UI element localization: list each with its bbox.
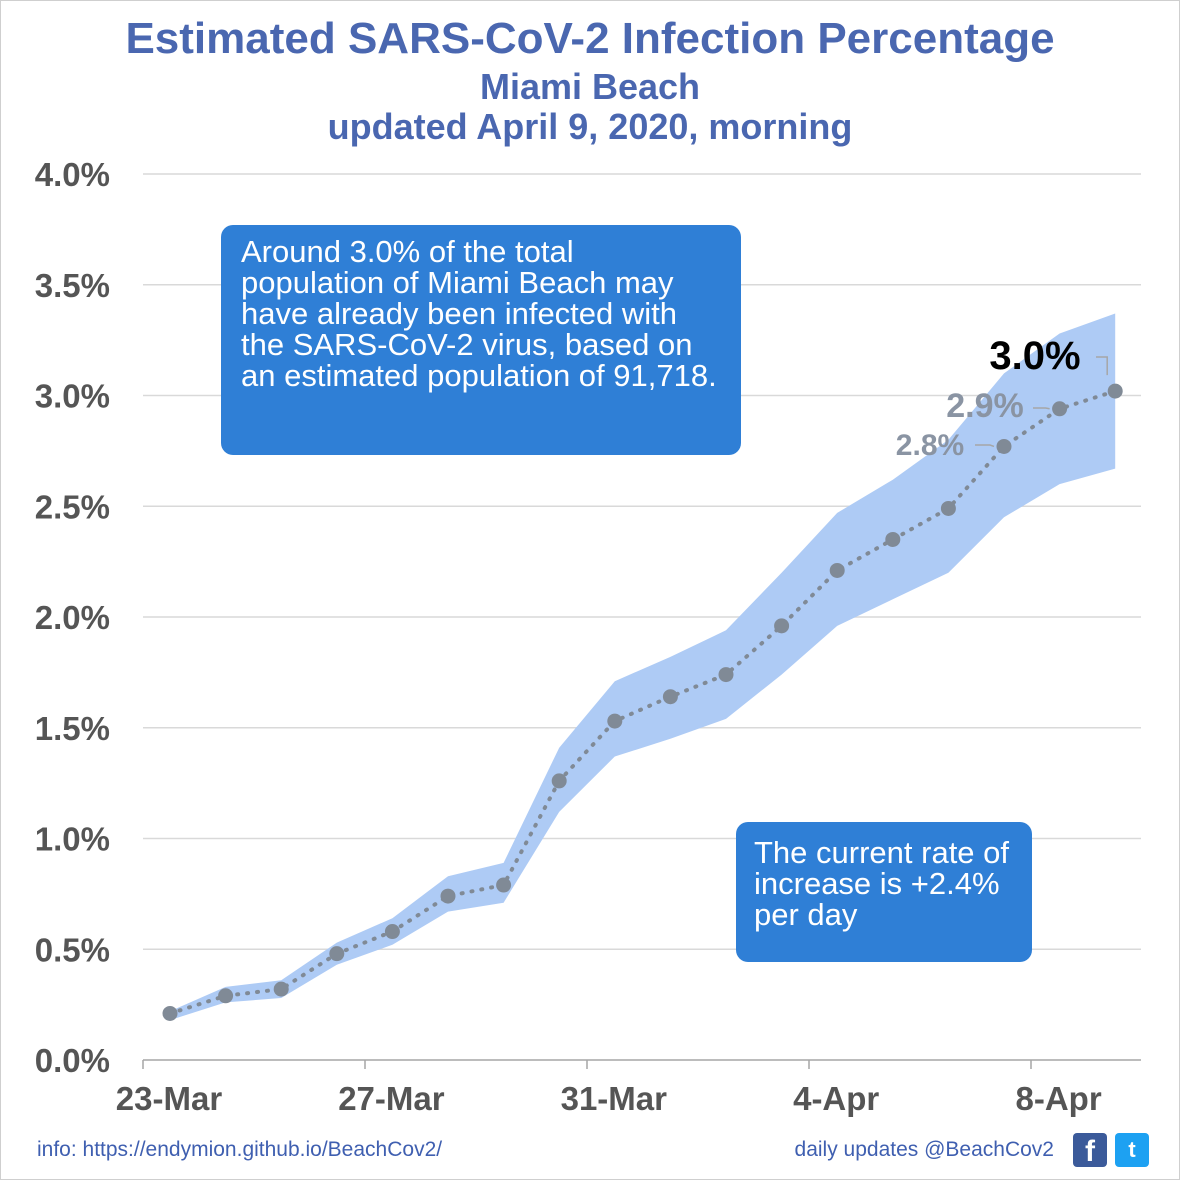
- uncertainty-band: [170, 313, 1116, 1021]
- y-tick-label: 0.0%: [35, 1042, 110, 1079]
- twitter-icon[interactable]: t: [1115, 1133, 1149, 1167]
- data-point: [607, 713, 623, 729]
- x-tick-label: 23-Mar: [116, 1080, 223, 1117]
- data-point: [1052, 401, 1068, 417]
- data-point: [218, 988, 234, 1004]
- y-tick-label: 2.0%: [35, 599, 110, 636]
- data-point: [996, 438, 1012, 454]
- data-point: [940, 500, 956, 516]
- data-point: [496, 877, 512, 893]
- data-point: [829, 562, 845, 578]
- data-point: [1107, 383, 1123, 399]
- data-point: [440, 888, 456, 904]
- y-tick-label: 0.5%: [35, 931, 110, 968]
- y-tick-label: 1.5%: [35, 710, 110, 747]
- data-point: [162, 1005, 178, 1021]
- series-line: [168, 389, 1118, 1016]
- data-label-leader: [975, 444, 995, 448]
- y-tick-label: 1.0%: [35, 821, 110, 858]
- data-point: [329, 946, 345, 962]
- info-link[interactable]: info: https://endymion.github.io/BeachCo…: [37, 1138, 443, 1161]
- daily-updates-label: daily updates @BeachCov2: [794, 1138, 1054, 1161]
- x-tick-label: 4-Apr: [793, 1080, 879, 1117]
- data-label-leader: [1096, 356, 1108, 376]
- y-tick-label: 2.5%: [35, 488, 110, 525]
- data-point: [273, 981, 289, 997]
- data-point: [718, 667, 734, 683]
- y-tick-label: 3.0%: [35, 378, 110, 415]
- y-tick-label: 4.0%: [35, 156, 110, 193]
- data-label: 2.9%: [946, 387, 1024, 425]
- data-point: [774, 618, 790, 634]
- data-point: [885, 531, 901, 547]
- data-label: 2.8%: [896, 429, 964, 462]
- data-label-leader: [1033, 407, 1050, 410]
- x-tick-label: 27-Mar: [338, 1080, 445, 1117]
- updated-label: updated April 9, 2020, morning: [327, 106, 853, 147]
- rate-callout: The current rate of increase is +2.4% pe…: [736, 822, 1032, 962]
- chart-title: Estimated SARS-CoV-2 Infection Percentag…: [125, 14, 1055, 63]
- y-tick-label: 3.5%: [35, 267, 110, 304]
- facebook-icon[interactable]: f: [1073, 1133, 1107, 1168]
- data-point: [662, 689, 678, 705]
- data-point: [384, 924, 400, 940]
- x-tick-label: 31-Mar: [561, 1080, 668, 1117]
- data-point: [551, 773, 567, 789]
- x-tick-label: 8-Apr: [1016, 1080, 1102, 1117]
- chart-subtitle: Miami Beach: [479, 66, 701, 107]
- population-callout: Around 3.0% of the total population of M…: [221, 225, 741, 455]
- data-label: 3.0%: [989, 334, 1080, 378]
